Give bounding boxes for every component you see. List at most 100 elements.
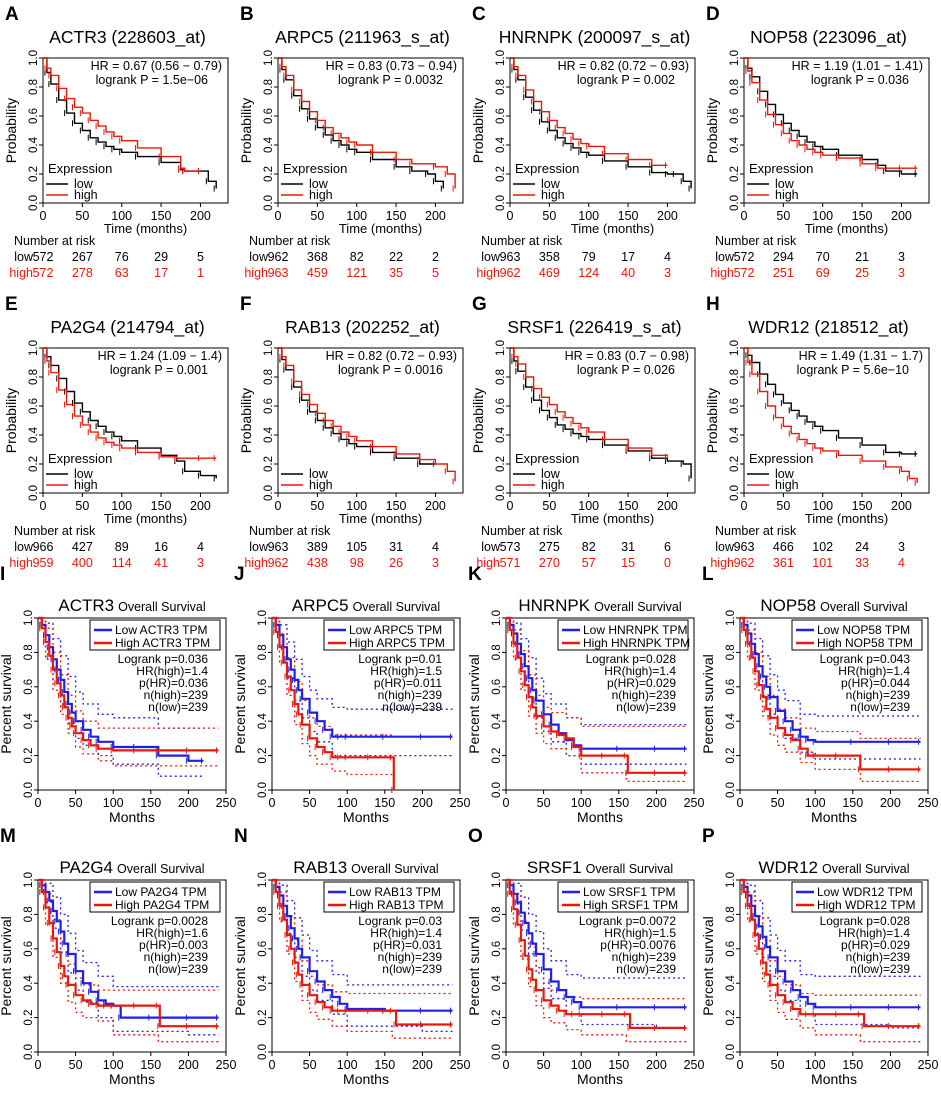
survival-curve-low — [278, 347, 436, 465]
ci-upper-line — [740, 879, 921, 977]
y-tick-label: 1.0 — [263, 50, 275, 66]
panel-letter: A — [5, 4, 19, 25]
risk-row-label-high: high — [710, 266, 734, 280]
y-tick-label: 0.0 — [729, 195, 741, 211]
y-tick-label: 0.2 — [729, 166, 741, 182]
legend-label-low: Low RAB13 TPM — [349, 885, 441, 899]
x-tick-label: 0 — [35, 1058, 42, 1072]
y-tick-label: 0.4 — [23, 713, 35, 730]
panel-title: ARPC5 Overall Survival — [292, 596, 440, 615]
y-tick-label: 0.6 — [257, 679, 269, 695]
risk-count-high: 959 — [33, 556, 54, 570]
panel-title: HNRNPK Overall Survival — [518, 596, 681, 615]
panel-letter: B — [240, 4, 254, 25]
stat-line: Logrank p=0.01 — [358, 652, 442, 666]
stat-line: p(HR)=0.011 — [374, 676, 442, 690]
y-tick-label: 0.8 — [263, 79, 275, 95]
plot-frame — [271, 617, 461, 791]
risk-row-label-low: low — [481, 250, 501, 264]
y-tick-label: 1.0 — [263, 340, 275, 356]
y-tick-label: 0.0 — [263, 485, 275, 501]
y-tick-label: 0.6 — [491, 941, 503, 957]
x-axis-label: Time (months) — [339, 221, 422, 236]
stat-line: p(HR)=0.031 — [373, 938, 442, 952]
y-axis-label: Percent survival — [466, 916, 482, 1016]
panel-i: I 0.0 0.2 0.4 0.6 0.8 1.0 0 50 100 150 200 250 Percen… — [0, 564, 236, 825]
y-tick-label: 0.8 — [28, 369, 40, 385]
risk-count-low: 368 — [307, 250, 328, 264]
risk-count-low: 82 — [350, 250, 364, 264]
risk-count-high: 4 — [898, 556, 905, 570]
risk-count-low: 427 — [72, 540, 93, 554]
y-tick-label: 0.4 — [28, 136, 40, 153]
x-tick-label: 100 — [805, 1058, 826, 1072]
y-tick-label: 1.0 — [491, 872, 503, 888]
risk-count-low: 466 — [773, 540, 794, 554]
stat-line: p(HR)=0.029 — [607, 676, 676, 690]
panel-m: M 0.0 0.2 0.4 0.6 0.8 1.0 0 50 100 150 200 250 Percen… — [0, 826, 236, 1087]
risk-count-high: 251 — [773, 266, 794, 280]
survival-curve-low — [272, 616, 453, 738]
risk-count-high: 278 — [72, 266, 93, 280]
y-tick-label: 1.0 — [491, 610, 503, 626]
risk-count-high: 26 — [389, 556, 403, 570]
y-tick-label: 1.0 — [257, 610, 269, 626]
stat-line: HR(high)=1.4 — [838, 926, 910, 940]
legend-box — [557, 619, 689, 651]
ci-lower-line — [272, 617, 393, 776]
y-tick-label: 0.4 — [725, 713, 737, 730]
y-tick-label: 0.0 — [23, 782, 35, 798]
panel-title: RAB13 (202252_at) — [285, 317, 440, 338]
legend-label-high: High WDR12 TPM — [817, 898, 915, 912]
risk-count-high: 3 — [898, 266, 905, 280]
y-axis-label: Percent survival — [0, 654, 14, 754]
x-tick-label: 150 — [386, 209, 407, 223]
legend-box — [791, 881, 923, 913]
legend-label-high: high — [74, 478, 98, 492]
x-tick-label: 150 — [852, 499, 873, 513]
plot-frame — [37, 879, 227, 1053]
stat-line: n(low)=239 — [382, 962, 442, 976]
panel-letter: D — [706, 4, 720, 25]
panel-h: H 0.0 0.2 0.4 0.6 0.8 1.0 0 50 100 150 200 Probabili… — [704, 294, 930, 570]
y-tick-label: 0.0 — [263, 195, 275, 211]
panel-title: PA2G4 (214794_at) — [50, 317, 204, 338]
x-tick-label: 50 — [69, 796, 83, 810]
y-axis-label: Probability — [704, 388, 720, 453]
y-tick-label: 0.2 — [257, 748, 269, 764]
x-tick-label: 150 — [852, 209, 873, 223]
legend-label-high: high — [309, 478, 333, 492]
x-tick-label: 250 — [684, 796, 705, 810]
x-tick-label: 50 — [75, 209, 89, 223]
x-tick-label: 100 — [103, 796, 124, 810]
panel-title-gene: WDR12 — [758, 858, 818, 877]
ci-upper-line — [38, 617, 219, 729]
panel-letter: L — [702, 564, 714, 585]
panel-title-suffix: Overall Survival — [586, 862, 674, 876]
stat-line: p(HR)=0.0076 — [600, 938, 676, 952]
risk-count-low: 3 — [898, 540, 905, 554]
survival-curve-high — [38, 878, 219, 1028]
x-tick-label: 50 — [303, 1058, 317, 1072]
stat-line: n(high)=239 — [144, 950, 209, 964]
y-tick-label: 0.4 — [263, 136, 275, 153]
stat-line: n(low)=239 — [148, 962, 208, 976]
y-tick-label: 0.4 — [729, 426, 741, 443]
risk-row-label-high: high — [244, 266, 268, 280]
legend-box — [557, 881, 689, 913]
ci-upper-line — [740, 617, 921, 717]
risk-count-high: 35 — [389, 266, 403, 280]
y-tick-label: 1.0 — [725, 610, 737, 626]
x-tick-label: 100 — [346, 209, 367, 223]
y-axis-label: Percent survival — [232, 654, 248, 754]
legend-label-high: High PA2G4 TPM — [115, 898, 209, 912]
x-tick-label: 200 — [657, 499, 678, 513]
y-tick-label: 0.2 — [725, 1010, 737, 1026]
x-tick-label: 50 — [776, 499, 790, 513]
risk-count-low: 82 — [582, 540, 596, 554]
x-tick-label: 250 — [216, 796, 237, 810]
survival-curve-high — [744, 347, 918, 483]
y-tick-label: 0.2 — [725, 748, 737, 764]
x-axis-label: Months — [343, 1071, 389, 1087]
risk-count-low: 358 — [539, 250, 560, 264]
